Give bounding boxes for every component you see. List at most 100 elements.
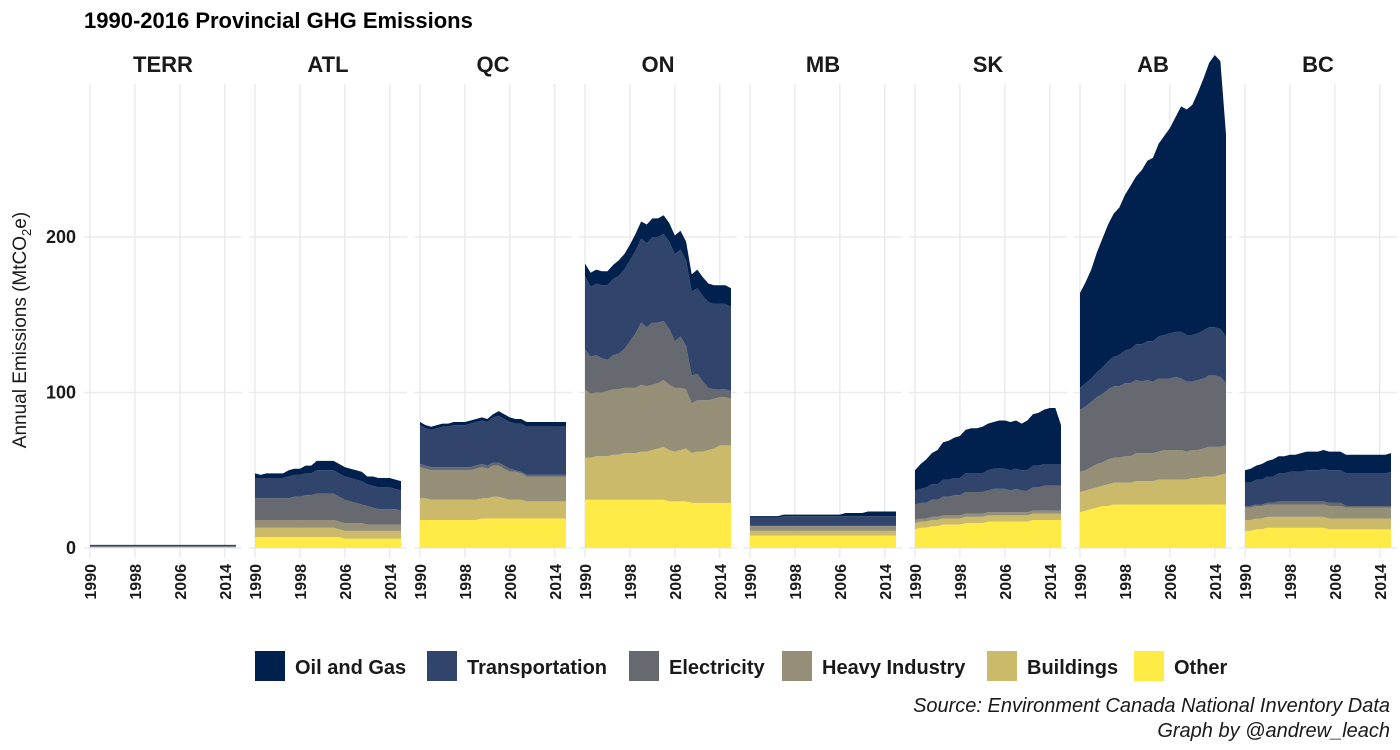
x-tick-label: 1998	[623, 564, 640, 600]
area-electricity-mb	[750, 525, 896, 527]
x-tick-label: 1998	[1118, 564, 1135, 600]
facet-panel-ab: AB 1990 1998 2006 2014	[1073, 52, 1232, 600]
x-tick-label: 1998	[953, 564, 970, 600]
facet-label-terr: TERR	[133, 52, 193, 77]
area-transportation-bc	[1245, 468, 1391, 507]
x-tick-label: 2014	[1373, 564, 1390, 600]
x-tick-label: 1990	[83, 564, 100, 600]
x-tick-label: 2014	[383, 564, 400, 600]
y-tick-label: 200	[46, 227, 76, 247]
x-tick-label: 2014	[1208, 564, 1225, 600]
caption-source: Source: Environment Canada National Inve…	[913, 695, 1390, 717]
legend-swatch	[255, 651, 285, 681]
legend-item-oil-and-gas: Oil and Gas	[255, 651, 406, 681]
area-other-terr	[90, 547, 236, 548]
y-axis-label-subscript: 2	[19, 229, 34, 236]
x-tick-label: 2006	[1163, 564, 1180, 600]
area-other-bc	[1245, 527, 1391, 548]
legend-label: Electricity	[669, 657, 765, 679]
area-buildings-qc	[420, 496, 566, 521]
legend-swatch	[1134, 651, 1164, 681]
area-heavy-industry-sk	[915, 510, 1061, 524]
x-tick-label: 2006	[173, 564, 190, 600]
legend-item-buildings: Buildings	[987, 651, 1118, 681]
area-other-atl	[255, 537, 401, 548]
area-heavy-industry-mb	[750, 526, 896, 531]
x-tick-label: 1990	[578, 564, 595, 600]
y-tick-label: 0	[66, 538, 76, 558]
legend: Oil and Gas Transportation Electricity Heav…	[255, 651, 1228, 681]
area-buildings-mb	[750, 530, 896, 536]
x-tick-label: 2006	[833, 564, 850, 600]
facet-panel-sk: SK 1990 1998 2006 2014	[908, 52, 1067, 600]
legend-label: Buildings	[1027, 657, 1118, 679]
x-tick-label: 1998	[1283, 564, 1300, 600]
legend-item-heavy-industry: Heavy Industry	[782, 651, 966, 681]
facet-label-sk: SK	[973, 52, 1004, 77]
area-heavy-industry-qc	[420, 465, 566, 502]
area-other-on	[585, 499, 731, 548]
x-tick-label: 1990	[248, 564, 265, 600]
facet-label-bc: BC	[1302, 52, 1334, 77]
legend-item-other: Other	[1134, 651, 1228, 681]
x-tick-label: 2006	[998, 564, 1015, 600]
legend-item-transportation: Transportation	[427, 651, 607, 681]
facet-panel-mb: MB 1990 1998 2006 2014	[743, 52, 902, 600]
y-axis-label: Annual Emissions (MtCO2e)	[10, 212, 34, 448]
area-electricity-on	[585, 320, 731, 404]
x-tick-label: 2014	[878, 564, 895, 600]
facet-panel-bc: BC 1990 1998 2006 2014	[1238, 52, 1397, 600]
x-tick-label: 2006	[1328, 564, 1345, 600]
area-heavy-industry-on	[585, 380, 731, 458]
x-tick-label: 1990	[1073, 564, 1090, 600]
legend-label: Heavy Industry	[822, 657, 966, 679]
area-heavy-industry-atl	[255, 520, 401, 531]
x-tick-label: 1998	[788, 564, 805, 600]
x-tick-label: 1990	[743, 564, 760, 600]
y-axis-title: Annual Emissions (MtCO2e)	[10, 212, 34, 448]
legend-swatch	[427, 651, 457, 681]
y-axis-label-main: Annual Emissions (MtCO	[10, 236, 31, 448]
area-oil-and-gas-mb	[750, 511, 896, 518]
facet-label-ab: AB	[1137, 52, 1169, 77]
area-transportation-atl	[255, 470, 401, 511]
area-electricity-ab	[1080, 375, 1226, 472]
area-transportation-on	[585, 233, 731, 391]
area-buildings-bc	[1245, 516, 1391, 531]
y-tick-label: 100	[46, 383, 76, 403]
facet-panel-on: ON 1990 1998 2006 2014	[578, 52, 737, 600]
area-electricity-bc	[1245, 501, 1391, 508]
area-heavy-industry-bc	[1245, 504, 1391, 521]
area-electricity-atl	[255, 493, 401, 525]
area-oil-and-gas-atl	[255, 460, 401, 491]
facet-label-mb: MB	[806, 52, 840, 77]
area-heavy-industry-ab	[1080, 445, 1226, 493]
area-transportation-terr	[90, 545, 236, 547]
x-tick-label: 1990	[413, 564, 430, 600]
area-other-mb	[750, 535, 896, 548]
facet-label-atl: ATL	[307, 52, 348, 77]
facet-panel-terr: TERR 1990 1998 2006 2014	[83, 52, 242, 600]
x-tick-label: 1998	[293, 564, 310, 600]
facet-panels: TERR 1990 1998 2006 2014 ATL 1990 1998 2006 2014 Q…	[46, 52, 1397, 600]
x-tick-label: 2014	[548, 564, 565, 600]
x-tick-label: 1998	[458, 564, 475, 600]
facet-panel-atl: ATL 1990 1998 2006 2014	[248, 52, 407, 600]
legend-swatch	[987, 651, 1017, 681]
area-buildings-on	[585, 445, 731, 503]
x-tick-label: 2014	[1043, 564, 1060, 600]
caption-author: Graph by @andrew_leach	[1157, 720, 1390, 742]
x-tick-label: 2006	[668, 564, 685, 600]
x-tick-label: 2006	[338, 564, 355, 600]
area-oil-and-gas-ab	[1080, 55, 1226, 388]
facet-label-qc: QC	[477, 52, 510, 77]
legend-swatch	[629, 651, 659, 681]
x-tick-label: 2014	[713, 564, 730, 600]
area-oil-and-gas-sk	[915, 408, 1061, 491]
legend-label: Other	[1174, 657, 1228, 679]
x-tick-label: 1998	[128, 564, 145, 600]
area-other-ab	[1080, 504, 1226, 548]
x-tick-label: 2014	[218, 564, 235, 600]
area-oil-and-gas-bc	[1245, 450, 1391, 483]
area-electricity-sk	[915, 485, 1061, 521]
